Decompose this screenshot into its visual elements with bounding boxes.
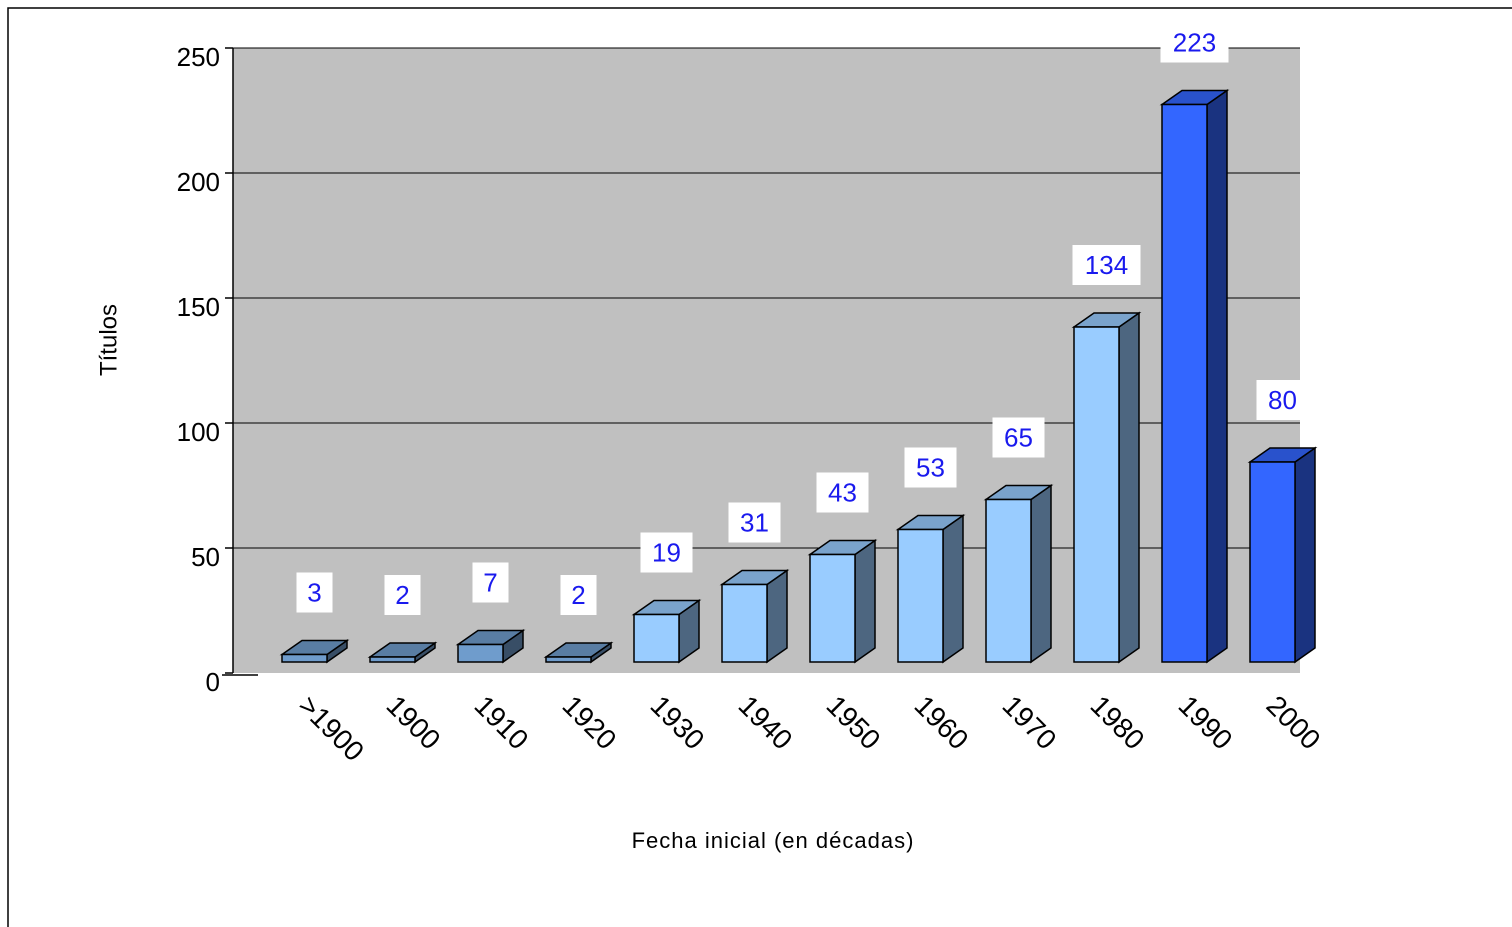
y-tick-label: 0	[206, 667, 220, 697]
value-label-box	[992, 417, 1045, 458]
value-label: 53	[916, 452, 945, 482]
bar	[985, 498, 1032, 663]
value-label: 2	[571, 580, 585, 610]
bar	[809, 553, 856, 663]
bar	[1161, 103, 1208, 663]
x-axis-label: Fecha inicial (en décadas)	[632, 828, 915, 853]
value-label-box	[640, 532, 693, 573]
bar	[1073, 326, 1120, 663]
value-label-box	[816, 472, 869, 513]
y-tick-label: 200	[177, 167, 220, 197]
bar	[281, 653, 328, 663]
bar	[545, 656, 592, 663]
bar	[633, 613, 680, 663]
bar	[897, 528, 944, 663]
value-label-box	[384, 575, 421, 615]
value-label-box	[728, 502, 781, 543]
value-label-box	[1072, 245, 1141, 285]
bar-side	[1118, 311, 1140, 664]
bar-side	[766, 569, 788, 664]
y-tick-label: 100	[177, 417, 220, 447]
y-tick-label: 250	[177, 42, 220, 72]
value-label: 80	[1268, 385, 1297, 415]
value-label: 43	[828, 477, 857, 507]
value-label: 19	[652, 537, 681, 567]
y-tick-label: 150	[177, 292, 220, 322]
bar	[369, 656, 416, 663]
value-label-box	[904, 447, 957, 488]
value-label-box	[1256, 380, 1309, 420]
bar-side	[942, 514, 964, 664]
y-tick-label: 50	[191, 542, 220, 572]
value-label-box	[560, 575, 597, 615]
bar-side	[1030, 484, 1052, 664]
value-label: 7	[483, 567, 497, 597]
value-label: 3	[307, 577, 321, 607]
bar-side	[854, 539, 876, 664]
value-label: 31	[740, 507, 769, 537]
y-axis-label: Títulos	[95, 304, 122, 376]
bar	[1249, 461, 1296, 663]
bar-side	[1206, 89, 1228, 664]
value-label: 134	[1085, 250, 1128, 280]
bar	[721, 583, 768, 663]
bar	[457, 643, 504, 663]
value-label-box	[472, 562, 509, 603]
value-label-box	[1160, 22, 1229, 63]
value-label: 2	[395, 580, 409, 610]
value-label: 65	[1004, 422, 1033, 452]
value-label: 223	[1173, 27, 1216, 57]
value-label-box	[296, 572, 333, 613]
bar-side	[1294, 446, 1316, 664]
